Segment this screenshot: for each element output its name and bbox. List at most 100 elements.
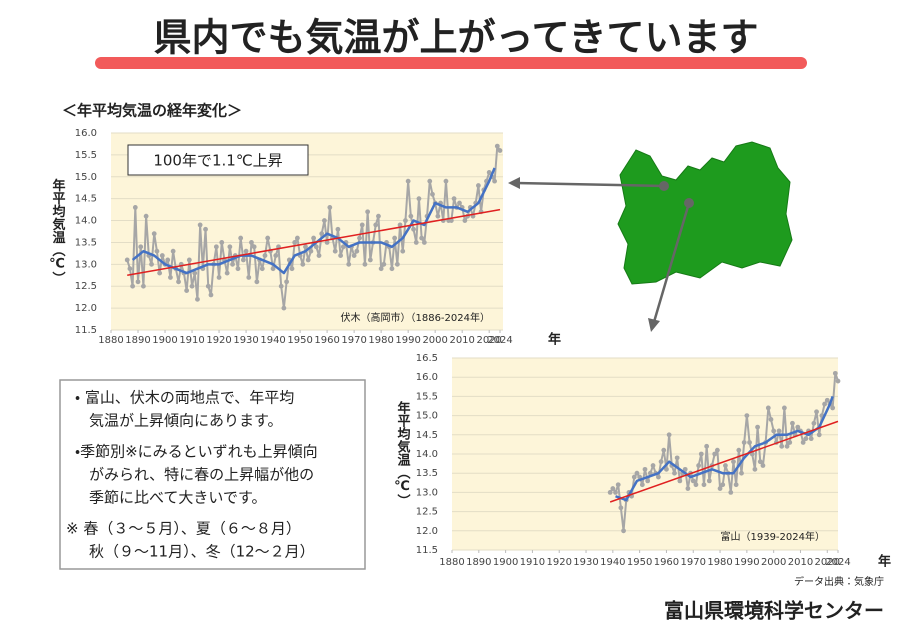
title-underline (95, 57, 807, 69)
x-axis-label: 年 (548, 332, 561, 348)
y-tick-label: 13.0 (416, 487, 438, 498)
data-point (808, 436, 814, 442)
data-point (419, 235, 425, 241)
data-point (757, 459, 763, 465)
y-tick-label: 12.0 (416, 526, 438, 537)
data-point (335, 226, 341, 232)
data-point (392, 235, 398, 241)
data-point (159, 253, 165, 258)
data-point (811, 420, 817, 426)
data-point (219, 240, 225, 245)
data-point (240, 257, 246, 263)
data-point (760, 463, 766, 468)
data-point (397, 222, 403, 228)
data-point (492, 178, 497, 184)
data-point (195, 296, 200, 302)
data-point (319, 231, 325, 237)
data-point (642, 466, 648, 472)
data-point (130, 283, 136, 289)
data-point (639, 482, 645, 488)
data-point (795, 424, 801, 430)
x-tick-label: 2020 (815, 557, 840, 568)
x-tick-label: 2024 (825, 557, 850, 568)
data-point (835, 378, 841, 384)
x-tick-label: 2020 (476, 335, 501, 346)
y-tick-label: 13.5 (75, 237, 97, 248)
data-point (677, 478, 683, 484)
chart: 11.5 12.0 12.5 13.0 13.5 14.0 14.5 15.0 15.5 16.0… (394, 353, 891, 570)
y-tick-label: 16.0 (75, 128, 97, 139)
data-point (779, 443, 785, 449)
data-point (157, 270, 163, 276)
data-point (373, 222, 379, 228)
data-point (714, 447, 720, 453)
y-tick-label: 15.5 (75, 150, 97, 161)
data-point (381, 261, 387, 267)
data-point (494, 143, 500, 149)
data-point (696, 463, 702, 468)
data-point (292, 240, 298, 245)
x-tick-label: 2010 (788, 557, 813, 568)
data-point (316, 253, 322, 258)
data-point (690, 478, 696, 484)
data-point (338, 253, 344, 258)
x-tick-label: 1960 (654, 557, 679, 568)
data-point (430, 191, 435, 197)
data-point (486, 170, 492, 175)
data-point (701, 482, 707, 488)
data-point (448, 218, 454, 223)
y-tick-label: 14.5 (416, 430, 438, 441)
data-point (376, 213, 381, 219)
data-point (451, 196, 457, 202)
data-point (254, 279, 260, 285)
data-point (830, 405, 836, 411)
data-point (400, 248, 406, 254)
data-point (294, 235, 300, 241)
arrow (652, 202, 691, 323)
x-tick-label: 1940 (260, 335, 285, 346)
data-point (403, 218, 408, 223)
x-tick-label: 1960 (314, 335, 339, 346)
arrow (515, 181, 665, 188)
y-tick-label: 14.5 (75, 194, 97, 205)
note-line: 季節に比べて大きいです。 (89, 489, 266, 507)
data-point (443, 178, 449, 184)
data-point (752, 466, 758, 472)
x-tick-label: 1990 (734, 557, 759, 568)
x-tick-label: 1970 (341, 335, 366, 346)
data-point (184, 288, 190, 293)
series-line (609, 420, 839, 503)
data-point (227, 244, 233, 250)
x-tick-label: 1910 (520, 557, 545, 568)
data-point (413, 240, 419, 245)
data-point (168, 275, 173, 280)
footer: 富山県環境科学センター (664, 599, 884, 623)
data-point (265, 235, 271, 241)
source: データ出典：気象庁 (794, 575, 884, 588)
data-point (613, 490, 618, 495)
data-point (313, 244, 319, 250)
data-point (800, 440, 806, 445)
y-tick-label: 16.0 (416, 372, 438, 383)
x-tick-label: 1910 (179, 335, 204, 346)
data-point (332, 248, 338, 254)
y-tick-label: 16.5 (416, 353, 438, 364)
data-point (787, 440, 793, 445)
data-point (246, 275, 252, 280)
data-point (427, 178, 433, 184)
data-point (634, 470, 640, 476)
y-tick-label: 11.5 (416, 545, 438, 556)
x-tick-label: 1970 (681, 557, 706, 568)
data-point (251, 244, 257, 250)
data-point (824, 397, 830, 403)
y-tick-label: 13.5 (416, 468, 438, 479)
note-box (127, 144, 309, 176)
y-tick-label: 15.5 (416, 391, 438, 402)
note-line: ・季節別※にみるといずれも上昇傾向 (75, 443, 318, 461)
data-point (664, 466, 669, 472)
x-tick-label: 1880 (98, 335, 123, 346)
x-tick-label: 1920 (206, 335, 231, 346)
data-point (416, 196, 422, 202)
data-point (405, 178, 411, 184)
data-point (359, 222, 365, 228)
